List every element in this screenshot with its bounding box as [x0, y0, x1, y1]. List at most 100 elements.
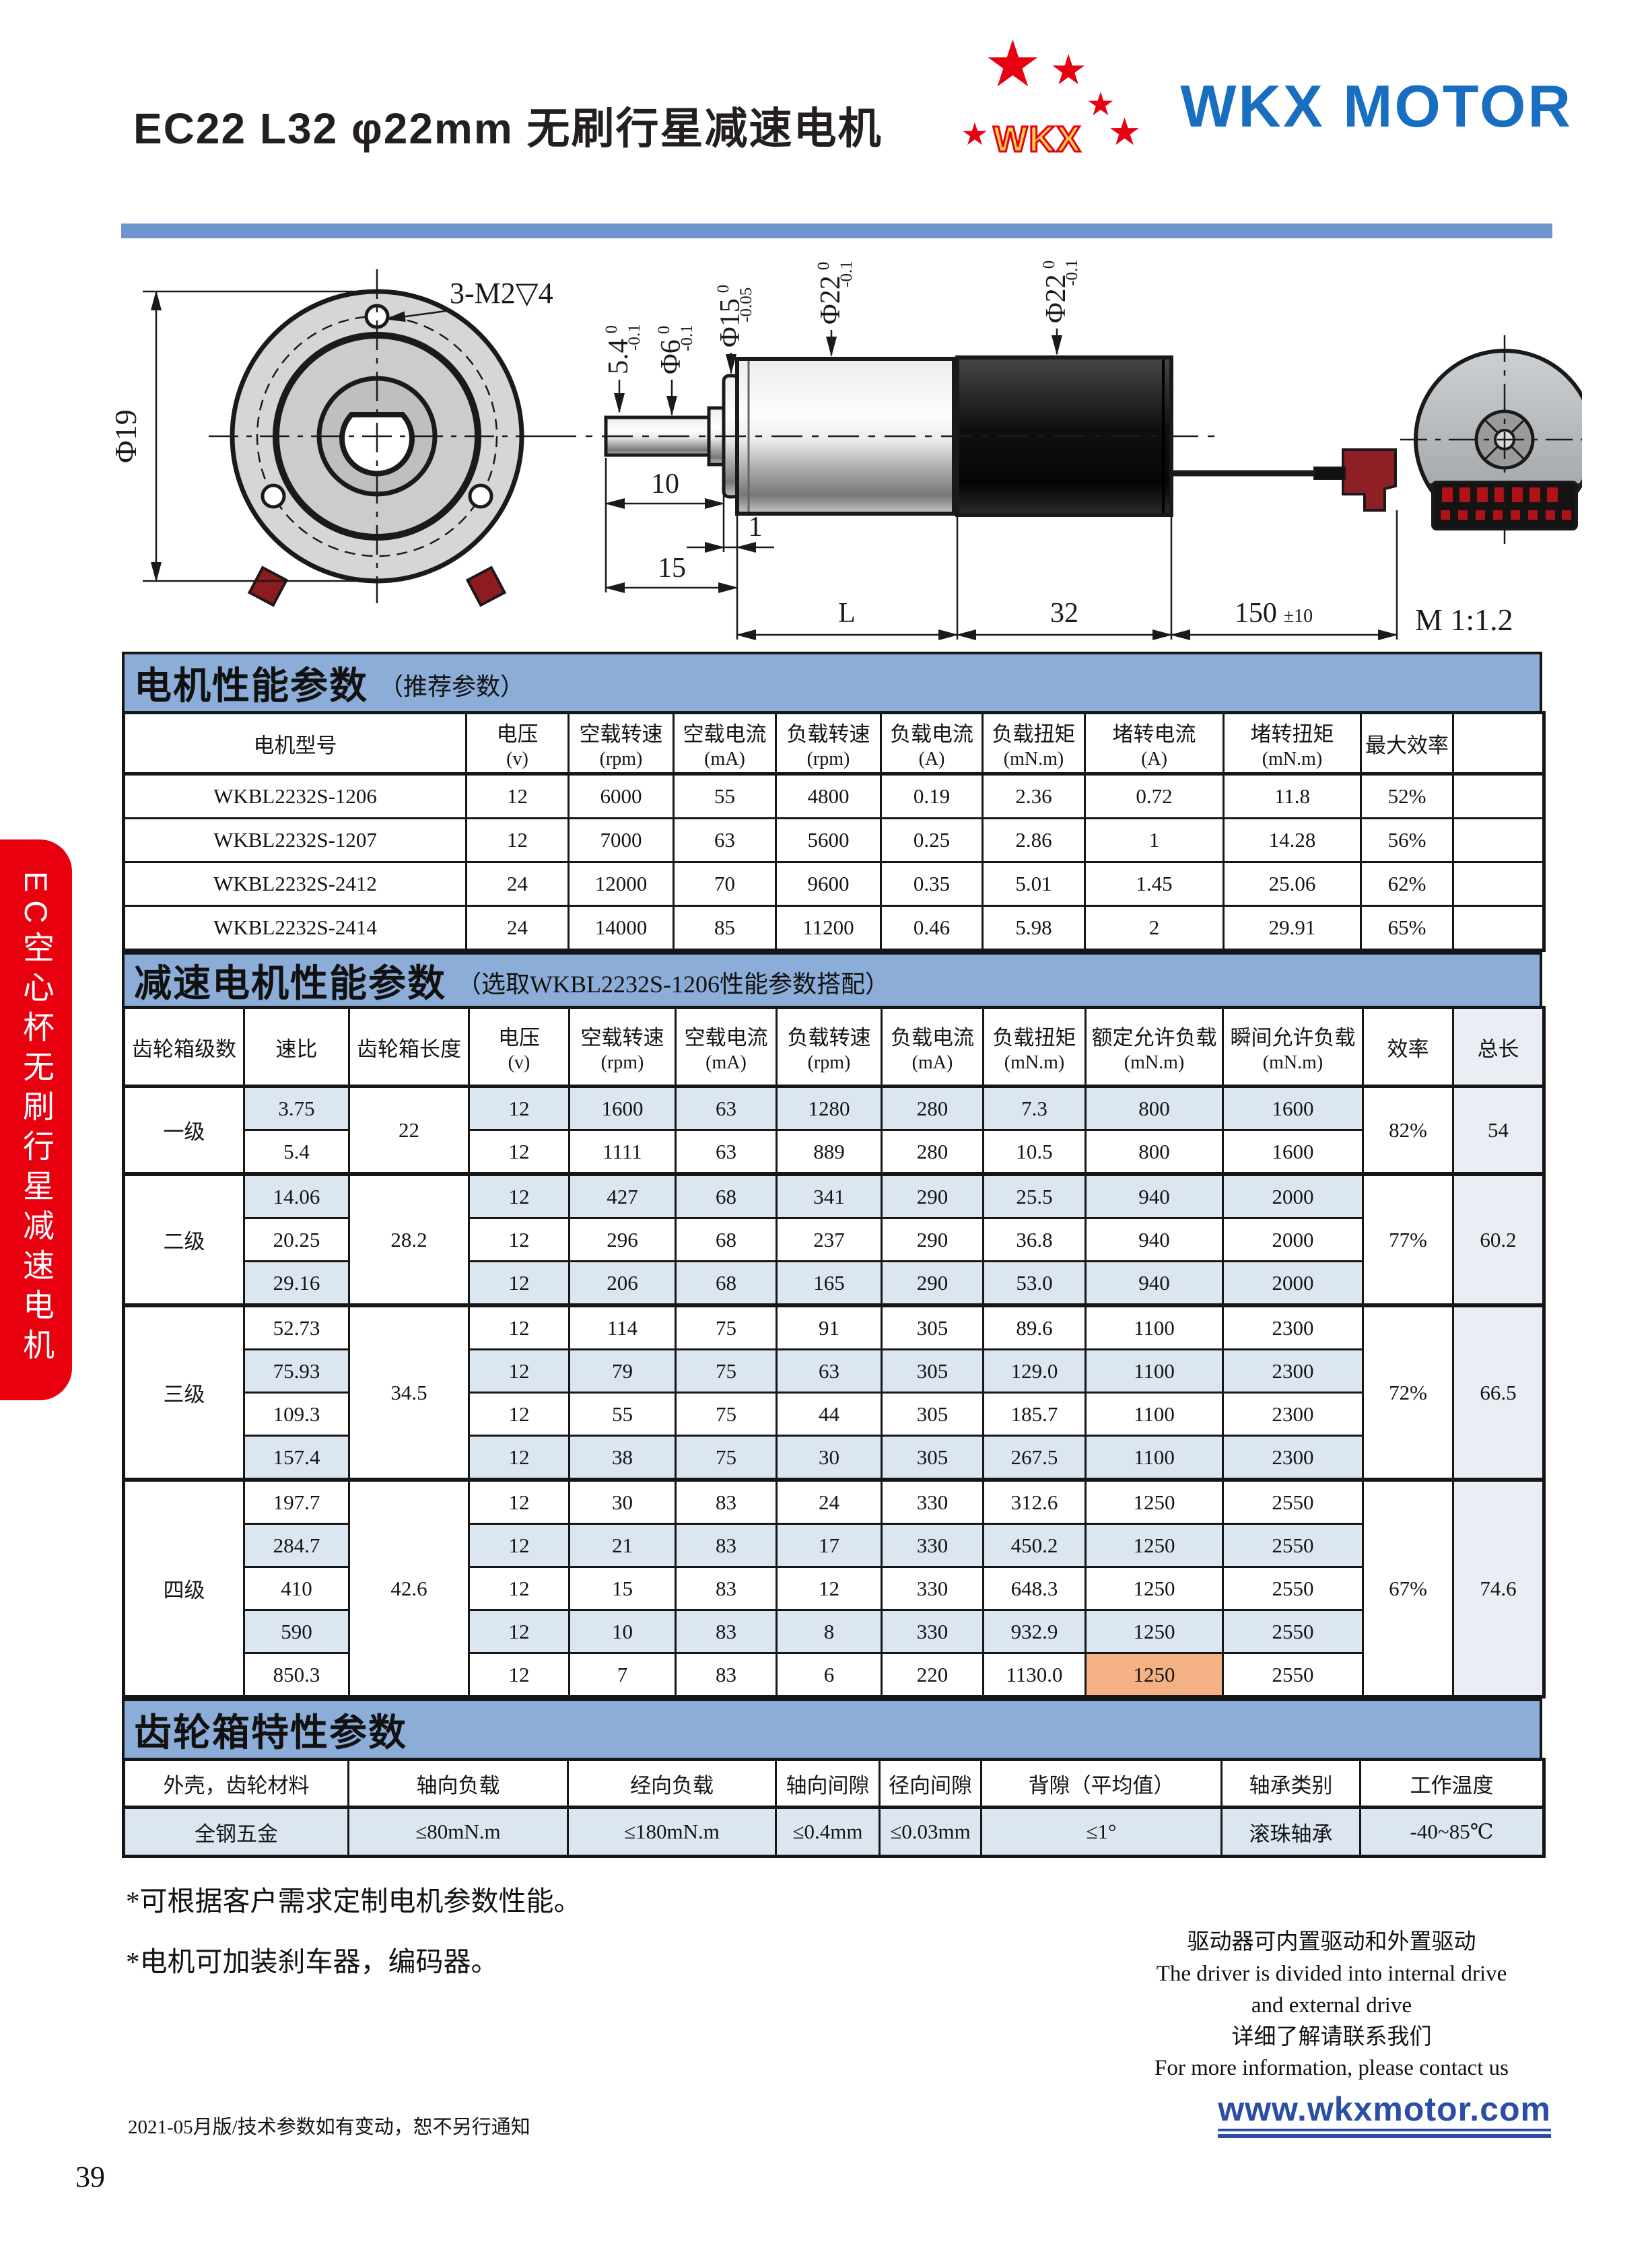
value-cell: 68 — [675, 1260, 778, 1307]
value-cell: 5600 — [775, 817, 882, 863]
value-cell: 75 — [675, 1435, 778, 1481]
value-cell: 25.5 — [982, 1172, 1087, 1219]
column-header: 轴向间隙 — [775, 1758, 881, 1809]
column-header: 额定允许负载 (mN.m) — [1085, 1006, 1224, 1088]
column-header-label: 空载转速 — [580, 1025, 664, 1050]
column-header-unit: (mA) — [704, 748, 745, 769]
efficiency-cell: 67% — [1362, 1478, 1454, 1698]
website-link[interactable]: www.wkxmotor.com — [1218, 2090, 1551, 2138]
value-cell — [1452, 817, 1545, 863]
efficiency-cell: 77% — [1362, 1172, 1454, 1307]
column-header-unit: (mN.m) — [1124, 1052, 1185, 1073]
column-header: 空载转速 (rpm) — [568, 1006, 677, 1088]
ratio-cell: 75.93 — [243, 1348, 350, 1394]
scale-note: M 1:1.2 — [1415, 603, 1513, 637]
value-cell: 2000 — [1222, 1172, 1364, 1219]
column-header: 负载电流 (mA) — [881, 1006, 984, 1088]
value-cell: 940 — [1085, 1217, 1224, 1262]
gearbox-length-cell: 28.2 — [348, 1172, 470, 1307]
value-cell: 83 — [675, 1566, 778, 1611]
value-cell: 2550 — [1222, 1566, 1364, 1611]
value-cell: 4800 — [775, 773, 882, 819]
value-cell: 38 — [568, 1435, 677, 1481]
value-cell: 1111 — [568, 1129, 677, 1175]
dim-1: 1 — [749, 512, 763, 543]
column-header-label: 电压 — [498, 1025, 540, 1050]
value-cell: ≤0.4mm — [775, 1806, 881, 1857]
value-cell: 65% — [1360, 905, 1454, 951]
column-header-label: 空载电流 — [684, 1025, 768, 1050]
column-header-label: 负载转速 — [786, 722, 870, 746]
value-cell: 206 — [568, 1260, 677, 1307]
value-cell — [1452, 773, 1545, 819]
value-cell: 1250 — [1085, 1523, 1224, 1568]
value-cell: 1250 — [1085, 1566, 1224, 1611]
front-view-dimensions — [143, 290, 446, 582]
column-header-label: 堵转扭矩 — [1250, 722, 1334, 746]
driver-info-line: 驱动器可内置驱动和外置驱动 — [1187, 1930, 1476, 1954]
value-cell: 85 — [673, 905, 777, 951]
value-cell: 10.5 — [982, 1129, 1087, 1175]
value-cell: 24 — [776, 1478, 883, 1525]
column-header: 空载转速 (rpm) — [567, 712, 675, 776]
value-cell: 56% — [1360, 817, 1454, 863]
value-cell: 12 — [468, 1523, 570, 1568]
gearbox-characteristics-table: 外壳，齿轮材料 轴向负载 经向负载 轴向间隙 径向间隙 背隙（平均值） 轴承类别 工作温度 全钢… — [122, 1758, 1546, 1858]
dim-phi15: Φ150 -0.05 — [714, 285, 755, 347]
ratio-cell: 590 — [243, 1609, 350, 1654]
column-header-label: 总长 — [1477, 1037, 1519, 1061]
dim-phi22-motor: Φ220 -0.1 — [1040, 259, 1081, 323]
column-header: 工作温度 — [1359, 1758, 1545, 1809]
gear-table-banner: 减速电机性能参数 （选取WKBL2232S-1206性能参数搭配） — [122, 952, 1542, 1006]
value-cell: 2550 — [1222, 1609, 1364, 1654]
side-view — [545, 355, 1397, 517]
ratio-cell: 29.16 — [243, 1260, 350, 1307]
column-header-label: 堵转电流 — [1112, 722, 1196, 746]
column-header-unit: (rpm) — [599, 748, 643, 769]
value-cell: 427 — [568, 1172, 677, 1219]
ratio-cell: 3.75 — [243, 1085, 350, 1131]
value-cell: 12 — [468, 1566, 570, 1611]
logo-wkx-text: WKX — [992, 118, 1082, 161]
star-icon: ★ — [984, 28, 1042, 100]
value-cell: 12 — [468, 1652, 570, 1698]
efficiency-cell: 82% — [1362, 1085, 1454, 1175]
column-header-label: 负载扭矩 — [992, 722, 1076, 746]
value-cell: 1100 — [1085, 1435, 1224, 1481]
column-header-label: 电机型号 — [253, 733, 337, 757]
value-cell: 940 — [1085, 1260, 1224, 1307]
value-cell: 29.91 — [1223, 905, 1362, 951]
column-header-label: 负载电流 — [891, 1025, 974, 1050]
value-cell: 1280 — [776, 1085, 883, 1131]
column-header-label: 效率 — [1387, 1037, 1429, 1061]
model-cell: WKBL2232S-2414 — [123, 905, 467, 951]
gearbox-table-banner: 齿轮箱特性参数 — [122, 1698, 1542, 1758]
value-cell: 280 — [881, 1129, 984, 1175]
driver-info-line: and external drive — [1251, 1993, 1412, 2018]
column-header: 轴向负载 — [347, 1758, 569, 1809]
column-header: 堵转扭矩 (mN.m) — [1223, 712, 1362, 776]
value-cell: ≤180mN.m — [567, 1806, 777, 1857]
dim-5-4: 5.40 -0.1 — [603, 324, 644, 374]
ratio-cell: 197.7 — [243, 1478, 350, 1525]
value-cell: 15 — [568, 1566, 677, 1611]
model-cell: WKBL2232S-1206 — [123, 773, 467, 819]
column-header: 径向间隙 — [879, 1758, 982, 1809]
column-header-label: 最大效率 — [1365, 733, 1449, 757]
value-cell: 0.72 — [1084, 773, 1225, 819]
stage-cell: 二级 — [123, 1172, 245, 1307]
value-cell: 12 — [468, 1217, 570, 1262]
value-cell: 10 — [568, 1609, 677, 1654]
value-cell: 30 — [568, 1478, 677, 1525]
value-cell: 1100 — [1085, 1392, 1224, 1437]
value-cell: ≤1° — [980, 1806, 1223, 1857]
column-header-unit: (rpm) — [807, 1052, 851, 1073]
value-cell: 2300 — [1222, 1392, 1364, 1437]
motor-table-title: 电机性能参数 — [134, 664, 368, 707]
value-cell: 83 — [675, 1478, 778, 1525]
value-cell: 12 — [468, 1172, 570, 1219]
stage-cell: 一级 — [123, 1085, 245, 1175]
value-cell: 129.0 — [982, 1348, 1087, 1394]
ratio-cell: 52.73 — [243, 1303, 350, 1350]
column-header: 负载扭矩 (mN.m) — [982, 1006, 1087, 1088]
